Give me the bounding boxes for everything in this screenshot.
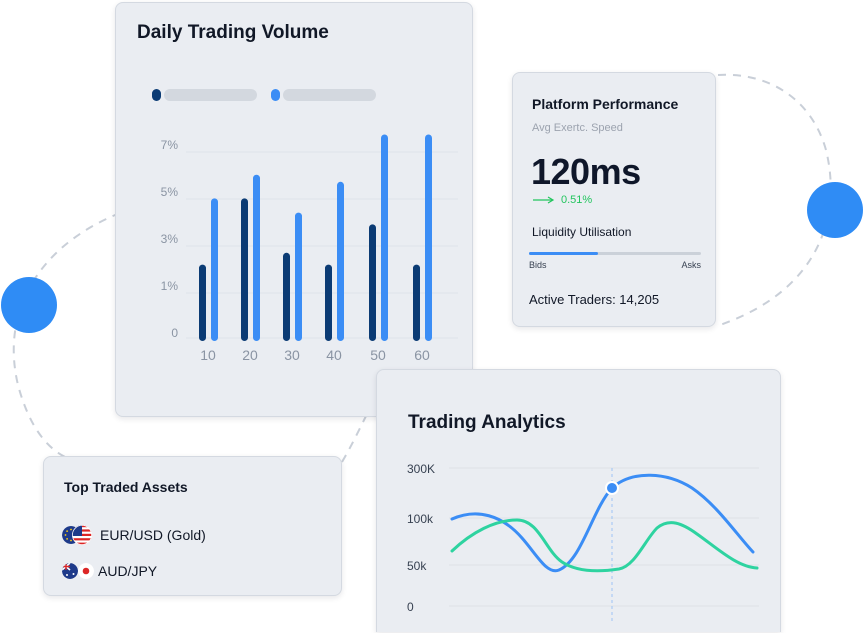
volume-y-tick-label: 3%: [161, 232, 179, 246]
liquidity-progress-bar: [529, 252, 701, 255]
volume-y-tick-label: 7%: [161, 138, 179, 152]
bids-label: Bids: [529, 260, 547, 270]
performance-subtitle: Avg Exertc. Speed: [532, 122, 623, 134]
volume-x-tick-label: 40: [326, 347, 342, 363]
analytics-y-tick-label: 100k: [407, 512, 434, 526]
speed-change-indicator: 0.51%: [533, 194, 592, 206]
orbit-dashed-right: [717, 73, 832, 326]
volume-x-tick-label: 60: [414, 347, 430, 363]
eu-us-flags-icon: [62, 525, 100, 545]
assets-card-title: Top Traded Assets: [64, 479, 188, 495]
legend-marker-2: [271, 89, 280, 101]
volume-bar: [253, 174, 260, 341]
deco-circle-right: [807, 182, 863, 238]
orbit-dashed-center: [341, 411, 369, 463]
trading-analytics-card: Trading Analytics 0 50k 100k 300K: [376, 369, 781, 632]
execution-speed-metric: 120ms: [531, 151, 641, 192]
liquidity-label: Liquidity Utilisation: [532, 225, 632, 239]
us-flag-icon: [72, 525, 92, 545]
legend-placeholder-2: [283, 89, 376, 101]
analytics-card-title: Trading Analytics: [408, 412, 566, 433]
volume-bar: [199, 264, 206, 341]
analytics-line-chart: 0 50k 100k 300K: [407, 462, 759, 622]
volume-bar: [325, 264, 332, 341]
analytics-y-tick-label: 50k: [407, 559, 427, 573]
asset-label-aud-jpy: AUD/JPY: [98, 563, 158, 579]
active-traders-count: Active Traders: 14,205: [529, 292, 660, 307]
volume-bar: [413, 264, 420, 341]
volume-bar-chart: 0 1% 3% 5% 7% 10 20 30 40 50 60: [152, 89, 458, 363]
volume-x-tick-label: 20: [242, 347, 258, 363]
trend-arrow-icon: [533, 196, 555, 204]
au-jp-flags-icon: [62, 561, 98, 581]
analytics-series-teal-line: [450, 518, 759, 573]
liquidity-progress-fill: [529, 252, 598, 255]
platform-performance-card: Platform Performance Avg Exertc. Speed 1…: [512, 72, 716, 327]
analytics-series-blue-line: [450, 473, 755, 573]
volume-x-tick-label: 50: [370, 347, 386, 363]
au-flag-icon: [62, 563, 78, 579]
volume-y-tick-label: 1%: [161, 279, 179, 293]
top-traded-assets-card: Top Traded Assets: [43, 456, 342, 596]
volume-x-tick-label: 10: [200, 347, 216, 363]
volume-bar: [295, 212, 302, 341]
analytics-y-tick-label: 300K: [407, 462, 435, 476]
jp-flag-icon: [78, 563, 94, 579]
asset-label-eur-usd: EUR/USD (Gold): [100, 527, 206, 543]
volume-bar: [425, 134, 432, 341]
asset-row-eur-usd[interactable]: EUR/USD (Gold): [62, 524, 206, 546]
analytics-y-tick-label: 0: [407, 600, 414, 614]
asks-label: Asks: [681, 260, 701, 270]
volume-card-title: Daily Trading Volume: [137, 22, 329, 43]
orbit-dashed-left: [12, 212, 121, 461]
performance-card-title: Platform Performance: [532, 96, 679, 112]
volume-bar: [369, 224, 376, 341]
volume-bar: [241, 198, 248, 341]
volume-bar: [337, 181, 344, 341]
speed-change-value: 0.51%: [561, 194, 593, 206]
daily-trading-volume-card: Daily Trading Volume 0 1% 3% 5% 7% 10 20 30 40 50…: [115, 2, 473, 417]
volume-bar: [283, 252, 290, 341]
volume-y-tick-label: 0: [171, 326, 178, 340]
legend-placeholder-1: [164, 89, 257, 101]
asset-row-aud-jpy[interactable]: AUD/JPY: [62, 560, 157, 582]
volume-bar: [381, 134, 388, 341]
deco-circle-left: [1, 277, 57, 333]
analytics-highlight-point: [605, 481, 619, 495]
volume-bar: [211, 198, 218, 341]
volume-y-tick-label: 5%: [161, 185, 179, 199]
volume-x-tick-label: 30: [284, 347, 300, 363]
legend-marker-1: [152, 89, 161, 101]
